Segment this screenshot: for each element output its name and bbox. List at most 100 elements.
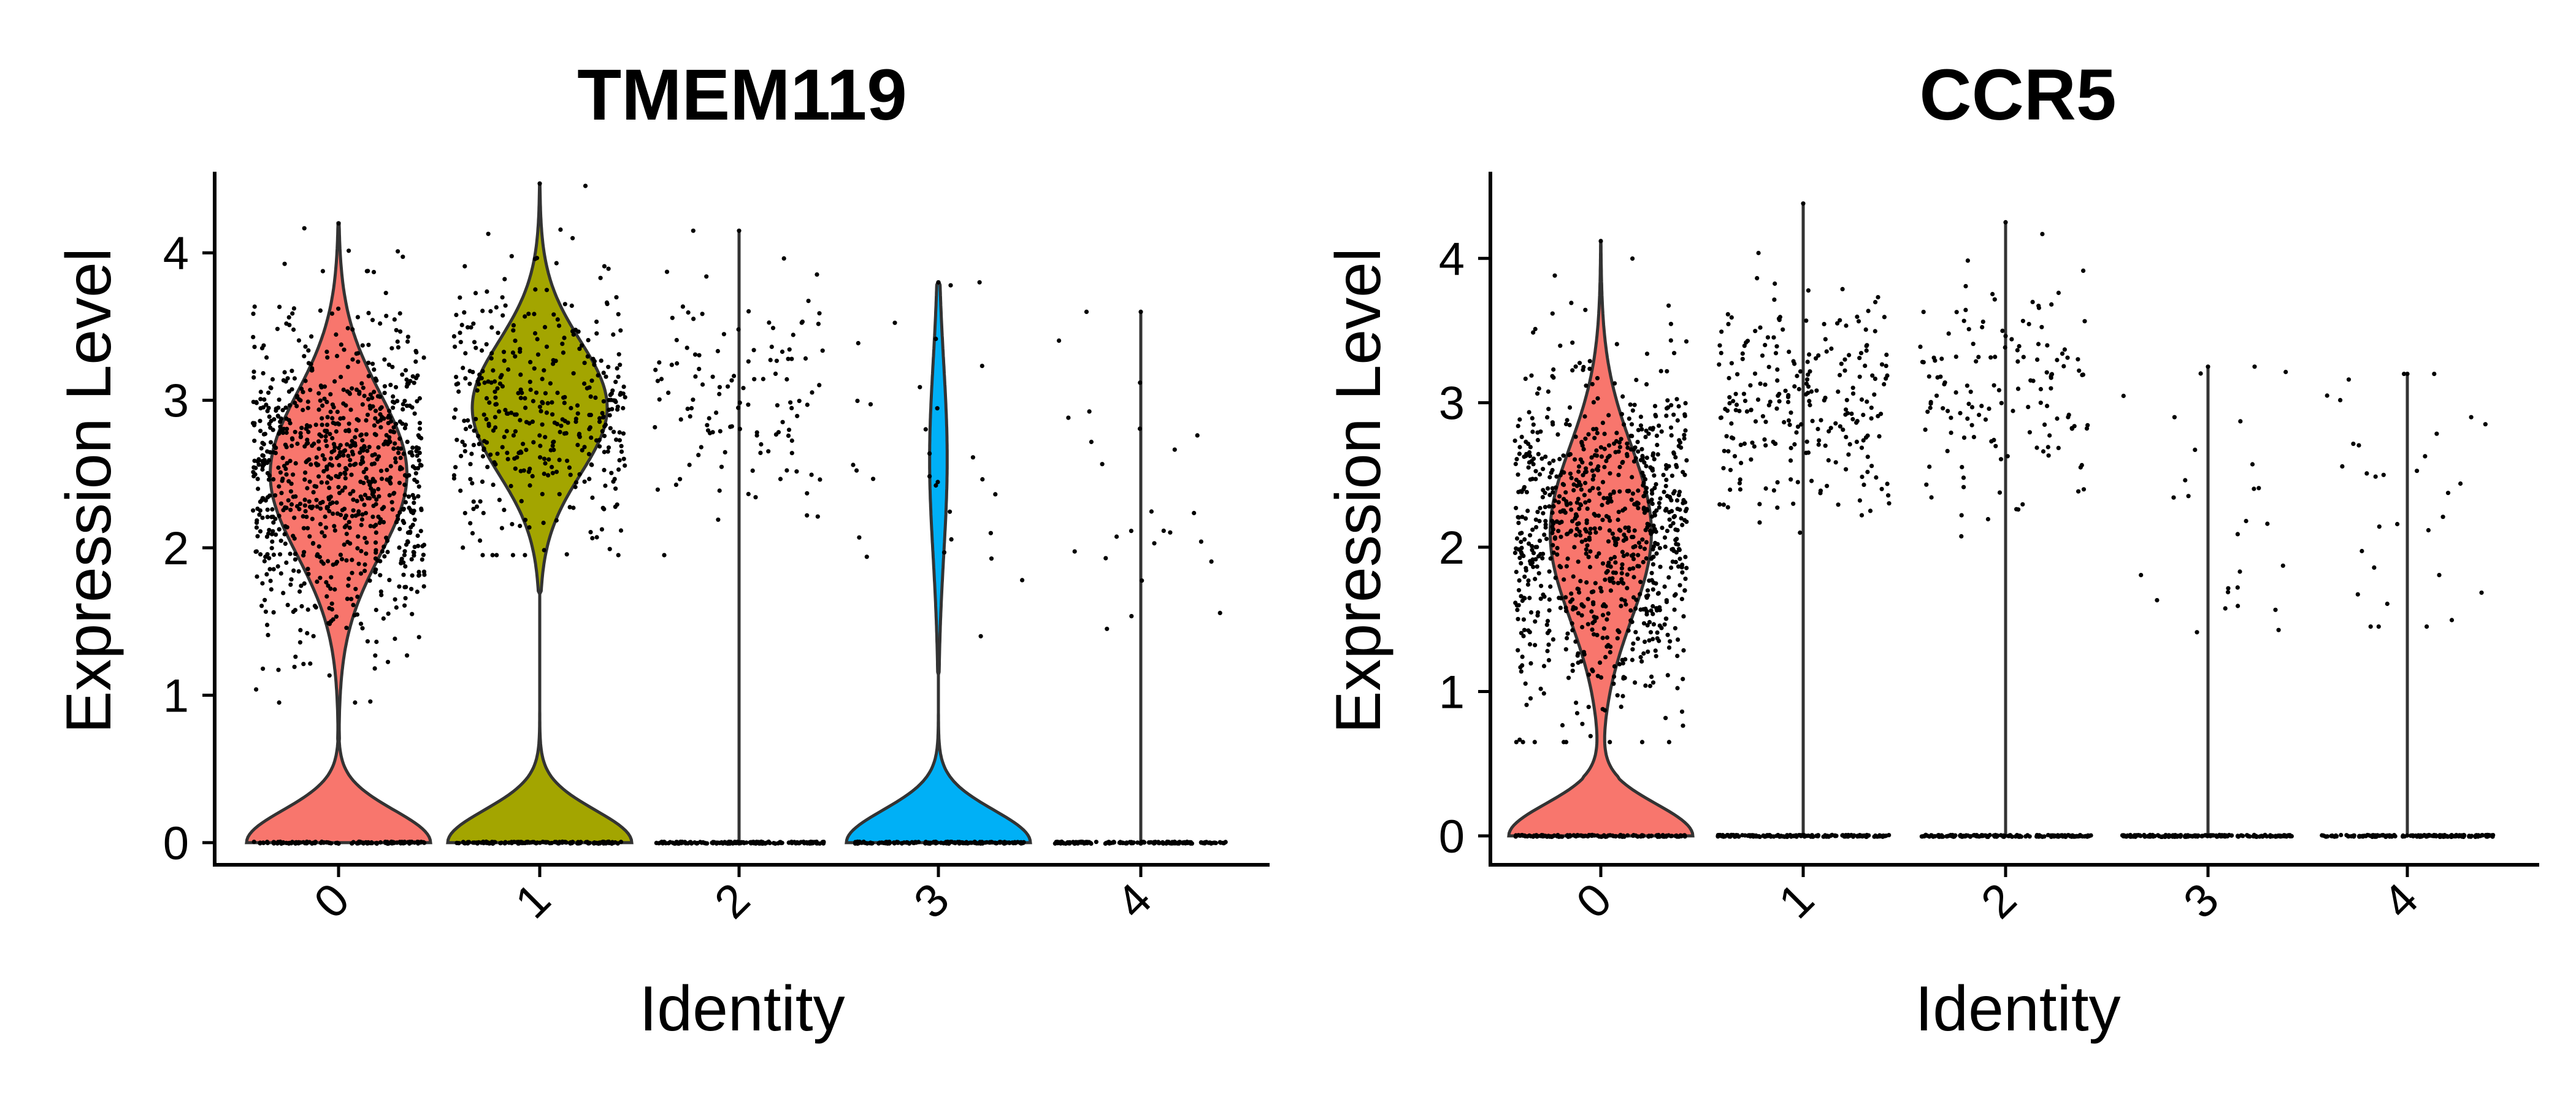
data-point	[1574, 500, 1579, 505]
data-point	[471, 443, 477, 448]
data-point	[261, 666, 266, 671]
data-point	[307, 534, 312, 539]
data-point	[1100, 462, 1105, 467]
data-point	[603, 483, 608, 488]
data-point	[310, 516, 315, 521]
data-point	[500, 384, 505, 389]
data-point	[410, 374, 415, 379]
data-point	[1558, 473, 1563, 478]
data-point	[2289, 834, 2294, 838]
data-point	[364, 467, 369, 472]
data-point	[1515, 607, 1520, 613]
data-point	[378, 469, 384, 473]
data-point	[717, 488, 722, 493]
data-point	[1844, 407, 1849, 412]
data-point	[1631, 566, 1636, 571]
data-point	[518, 523, 523, 529]
data-point	[1642, 493, 1647, 498]
data-point	[321, 840, 326, 845]
data-point	[410, 510, 416, 516]
data-point	[1641, 651, 1646, 656]
data-point	[1574, 513, 1579, 519]
data-point	[509, 254, 514, 259]
data-point	[1677, 583, 1682, 588]
y-tick-label: 4	[1439, 233, 1465, 285]
data-point	[1528, 661, 1533, 666]
data-point	[2241, 834, 2245, 838]
data-point	[1120, 840, 1125, 845]
data-point	[1671, 521, 1676, 526]
data-point	[1669, 565, 1674, 570]
data-point	[2000, 328, 2005, 334]
data-point	[1988, 355, 1993, 360]
data-point	[391, 405, 396, 410]
data-point	[1673, 537, 1678, 543]
data-point	[1971, 435, 1976, 440]
data-point	[1649, 834, 1654, 838]
data-point	[1856, 319, 1861, 324]
data-point	[401, 451, 406, 456]
data-point	[1737, 408, 1742, 413]
data-point	[474, 504, 480, 509]
data-point	[366, 397, 371, 402]
data-point	[1600, 480, 1606, 485]
data-point	[1928, 401, 1933, 406]
data-point	[344, 531, 349, 537]
data-point	[330, 500, 335, 505]
data-point	[402, 473, 408, 478]
data-point	[412, 500, 416, 505]
data-point	[927, 474, 932, 479]
data-point	[1613, 540, 1618, 545]
data-point	[330, 435, 335, 441]
data-point	[382, 384, 388, 389]
data-point	[1523, 377, 1528, 381]
data-point	[766, 449, 771, 454]
data-point	[355, 315, 361, 320]
data-point	[403, 500, 408, 505]
data-point	[348, 491, 353, 496]
data-point	[1740, 833, 1745, 838]
data-point	[480, 348, 485, 353]
data-point	[1594, 448, 1599, 453]
data-point	[510, 553, 516, 558]
data-point	[510, 522, 515, 527]
data-point	[1980, 834, 1985, 838]
data-point	[2183, 833, 2188, 838]
data-point	[1547, 628, 1552, 634]
data-point	[1622, 834, 1627, 839]
data-point	[297, 640, 302, 645]
data-point	[1529, 373, 1534, 378]
data-point	[271, 567, 276, 572]
data-point	[405, 339, 410, 344]
data-point	[805, 841, 810, 846]
data-point	[2081, 268, 2086, 273]
data-point	[1608, 650, 1612, 654]
data-point	[1516, 603, 1521, 608]
data-point	[282, 532, 287, 537]
data-point	[1567, 423, 1572, 427]
data-point	[655, 487, 660, 492]
data-point	[544, 344, 550, 349]
data-point	[1641, 559, 1646, 565]
data-point	[923, 427, 928, 432]
data-point	[597, 420, 602, 424]
data-point	[613, 486, 618, 491]
data-point	[2015, 348, 2020, 353]
data-point	[1530, 543, 1535, 549]
data-point	[1823, 396, 1828, 401]
data-point	[286, 498, 291, 503]
data-point	[1575, 586, 1580, 591]
data-point	[895, 840, 900, 845]
data-point	[412, 545, 417, 550]
data-point	[1551, 375, 1556, 380]
data-point	[1066, 415, 1071, 420]
data-point	[482, 439, 487, 443]
data-point	[1551, 637, 1555, 642]
data-point	[1661, 472, 1666, 478]
data-point	[251, 508, 256, 513]
data-point	[327, 840, 332, 846]
data-point	[1664, 599, 1669, 605]
data-point	[1583, 480, 1588, 486]
data-point	[1884, 364, 1888, 369]
data-point	[693, 374, 698, 379]
